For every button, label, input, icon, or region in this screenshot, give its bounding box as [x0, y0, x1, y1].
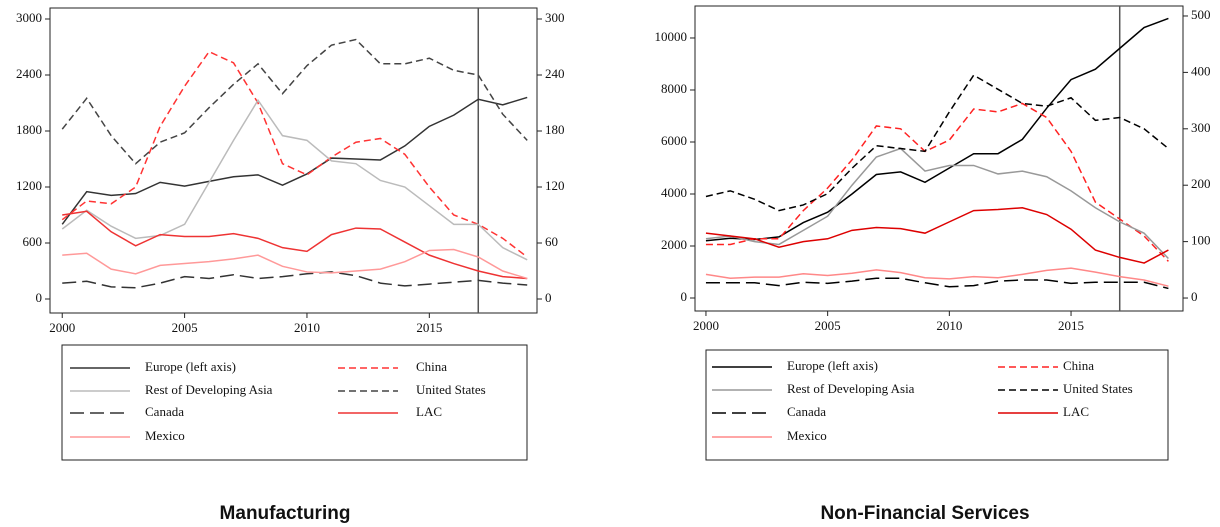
- series-line: [705, 74, 1169, 212]
- legend-label: United States: [1063, 381, 1133, 396]
- y2-tick-label: 500: [1191, 7, 1211, 22]
- series-line: [62, 210, 528, 280]
- legend-label: Canada: [145, 404, 184, 419]
- legend-box: [61, 344, 528, 461]
- chart-title: Manufacturing: [220, 503, 351, 524]
- y-tick-label: 0: [681, 289, 688, 304]
- legend-label: LAC: [1063, 404, 1089, 419]
- series-line: [705, 267, 1169, 287]
- y-tick-label: 2400: [16, 66, 42, 81]
- legend-label: Rest of Developing Asia: [787, 381, 915, 396]
- x-tick-label: 2005: [815, 318, 841, 333]
- y2-tick-label: 300: [545, 10, 565, 25]
- legend-label: China: [1063, 358, 1094, 373]
- y2-tick-label: 200: [1191, 176, 1211, 191]
- series-line: [61, 96, 528, 225]
- y-tick-label: 6000: [661, 133, 687, 148]
- series-line: [62, 248, 528, 280]
- series-line: [61, 98, 528, 261]
- y-tick-label: 1200: [16, 178, 42, 193]
- plot-frame: [49, 7, 538, 314]
- y-tick-label: 4000: [661, 185, 687, 200]
- y2-tick-label: 180: [545, 122, 565, 137]
- legend-label: Mexico: [145, 428, 185, 443]
- legend-box: [705, 349, 1169, 461]
- x-tick-label: 2000: [49, 320, 75, 335]
- legend-label: Canada: [787, 404, 826, 419]
- x-tick-label: 2015: [416, 320, 442, 335]
- legend-label: Europe (left axis): [145, 359, 236, 374]
- legend-label: Europe (left axis): [787, 358, 878, 373]
- y2-tick-label: 60: [545, 234, 558, 249]
- series-line: [62, 271, 528, 289]
- y-tick-label: 600: [23, 234, 43, 249]
- y2-tick-label: 120: [545, 178, 565, 193]
- legend-label: United States: [416, 382, 486, 397]
- series-line: [61, 38, 528, 165]
- y-tick-label: 3000: [16, 10, 42, 25]
- legend-label: LAC: [416, 404, 442, 419]
- y2-tick-label: 400: [1191, 63, 1211, 78]
- y-tick-label: 2000: [661, 237, 687, 252]
- y2-tick-label: 0: [1191, 289, 1198, 304]
- series-line: [705, 102, 1169, 262]
- y-tick-label: 0: [36, 290, 43, 305]
- legend-label: Mexico: [787, 428, 827, 443]
- series-line: [705, 17, 1169, 242]
- series-line: [61, 50, 528, 258]
- y2-tick-label: 300: [1191, 120, 1211, 135]
- x-tick-label: 2015: [1058, 318, 1084, 333]
- y-tick-label: 8000: [661, 81, 687, 96]
- series-line: [705, 147, 1169, 260]
- x-tick-label: 2005: [172, 320, 198, 335]
- y2-tick-label: 0: [545, 290, 552, 305]
- x-tick-label: 2010: [294, 320, 320, 335]
- y2-tick-label: 100: [1191, 233, 1211, 248]
- x-tick-label: 2000: [693, 318, 719, 333]
- y-tick-label: 1800: [16, 122, 42, 137]
- x-tick-label: 2010: [936, 318, 962, 333]
- y2-tick-label: 240: [545, 66, 565, 81]
- y-tick-label: 10000: [655, 29, 688, 44]
- series-line: [705, 277, 1169, 290]
- series-line: [705, 207, 1169, 264]
- legend-label: China: [416, 359, 447, 374]
- plot-frame: [694, 5, 1184, 312]
- chart-title: Non-Financial Services: [820, 503, 1029, 524]
- legend-label: Rest of Developing Asia: [145, 382, 273, 397]
